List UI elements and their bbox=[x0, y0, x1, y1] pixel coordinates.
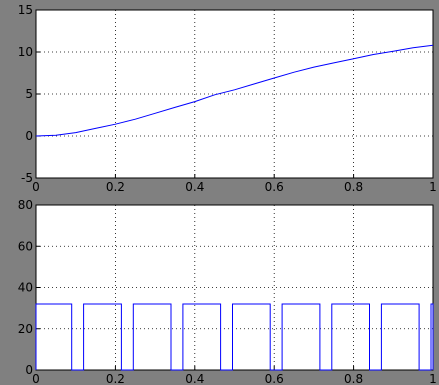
x-tick-label: 0 bbox=[32, 372, 40, 385]
x-tick-label: 0.2 bbox=[106, 180, 125, 194]
y-tick-label: 0 bbox=[25, 129, 33, 143]
y-tick-label: 15 bbox=[18, 3, 33, 17]
grid-top bbox=[36, 10, 433, 178]
series-line bbox=[35, 303, 434, 371]
x-tick-label: 0.8 bbox=[344, 372, 363, 385]
y-tick-label: 60 bbox=[18, 239, 33, 253]
series-bottom bbox=[35, 303, 434, 371]
x-tick-label: 0 bbox=[32, 180, 40, 194]
plot-area-bottom bbox=[35, 204, 434, 371]
y-tick-label: 0 bbox=[25, 363, 33, 377]
x-tick-label: 0.2 bbox=[106, 372, 125, 385]
x-tick-label: 0.4 bbox=[185, 372, 204, 385]
y-tick-label: 5 bbox=[25, 87, 33, 101]
plot-area-top bbox=[35, 9, 434, 179]
y-tick-label: 10 bbox=[18, 45, 33, 59]
x-tick-label: 1 bbox=[429, 180, 437, 194]
series-line bbox=[35, 44, 434, 137]
axes-bottom: 0 0.2 0.4 0.6 0.8 1 0 20 40 60 80 bbox=[18, 198, 437, 385]
y-tick-label: 80 bbox=[18, 198, 33, 212]
x-tick-label: 0.6 bbox=[265, 180, 284, 194]
series-top bbox=[35, 44, 434, 137]
y-tick-label: 20 bbox=[18, 322, 33, 336]
x-tick-label: 0.8 bbox=[344, 180, 363, 194]
y-tick-label: 40 bbox=[18, 281, 33, 295]
x-tick-label: 1 bbox=[429, 372, 437, 385]
x-tick-label: 0.6 bbox=[265, 372, 284, 385]
x-tick-label: 0.4 bbox=[185, 180, 204, 194]
y-tick-label: -5 bbox=[21, 171, 33, 185]
ticks-bottom: 0 0.2 0.4 0.6 0.8 1 0 20 40 60 80 bbox=[18, 198, 437, 385]
